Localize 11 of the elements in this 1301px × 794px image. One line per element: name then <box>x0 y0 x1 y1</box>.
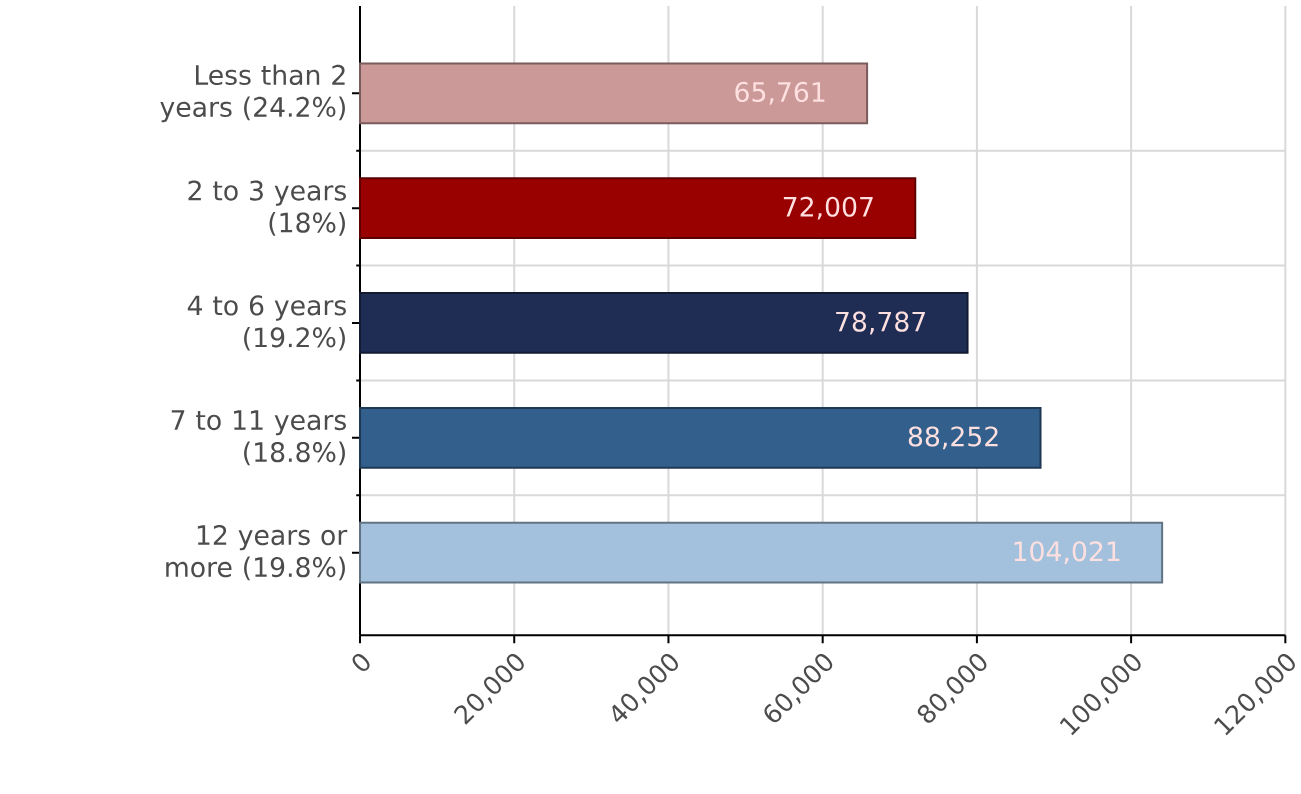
x-tick-label: 0 <box>352 653 370 671</box>
y-tick-label: 12 years or more (19.8%) <box>166 525 348 581</box>
y-tick-label: Less than 2 years (24.2%) <box>160 64 345 123</box>
data-label: 65,761 <box>735 81 825 105</box>
data-label: 78,787 <box>836 311 925 335</box>
y-tick-label: 2 to 3 years (18%) <box>188 180 346 236</box>
y-tick-label: 4 to 6 years (19.2%) <box>187 295 346 351</box>
y-tick-label: 7 to 11 years (18.8%) <box>171 410 346 466</box>
data-label: 88,252 <box>908 426 998 450</box>
data-label: 104,021 <box>1014 541 1120 565</box>
data-label: 72,007 <box>783 196 873 220</box>
